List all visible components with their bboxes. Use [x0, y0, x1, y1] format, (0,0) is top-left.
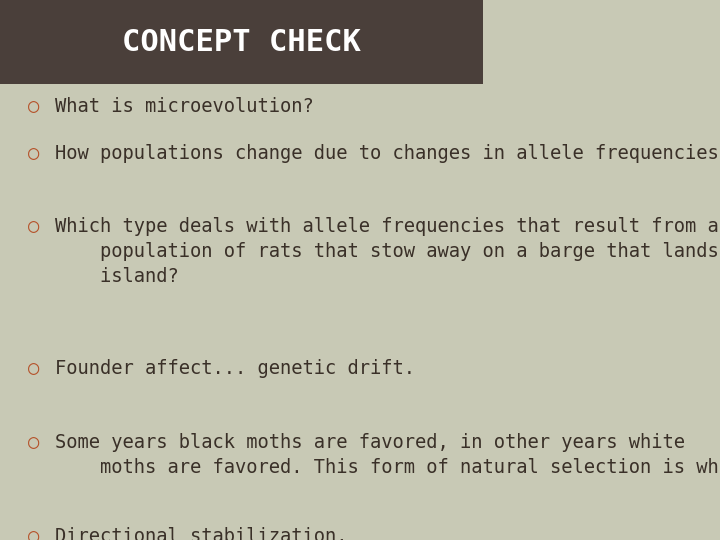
Text: ○: ○	[28, 217, 40, 236]
Text: What is microevolution?: What is microevolution?	[55, 97, 314, 116]
Text: Founder affect... genetic drift.: Founder affect... genetic drift.	[55, 359, 415, 378]
Text: ○: ○	[28, 144, 40, 163]
Text: ○: ○	[28, 97, 40, 116]
Text: How populations change due to changes in allele frequencies.: How populations change due to changes in…	[55, 144, 720, 163]
Text: ○: ○	[28, 527, 40, 540]
Text: Some years black moths are favored, in other years white
    moths are favored. : Some years black moths are favored, in o…	[55, 433, 720, 476]
Text: ○: ○	[28, 433, 40, 451]
Text: Directional stabilization.: Directional stabilization.	[55, 527, 348, 540]
Text: ○: ○	[28, 359, 40, 378]
Text: Which type deals with allele frequencies that result from a
    population of ra: Which type deals with allele frequencies…	[55, 217, 720, 286]
Text: CONCEPT CHECK: CONCEPT CHECK	[122, 28, 361, 57]
FancyBboxPatch shape	[0, 0, 482, 84]
